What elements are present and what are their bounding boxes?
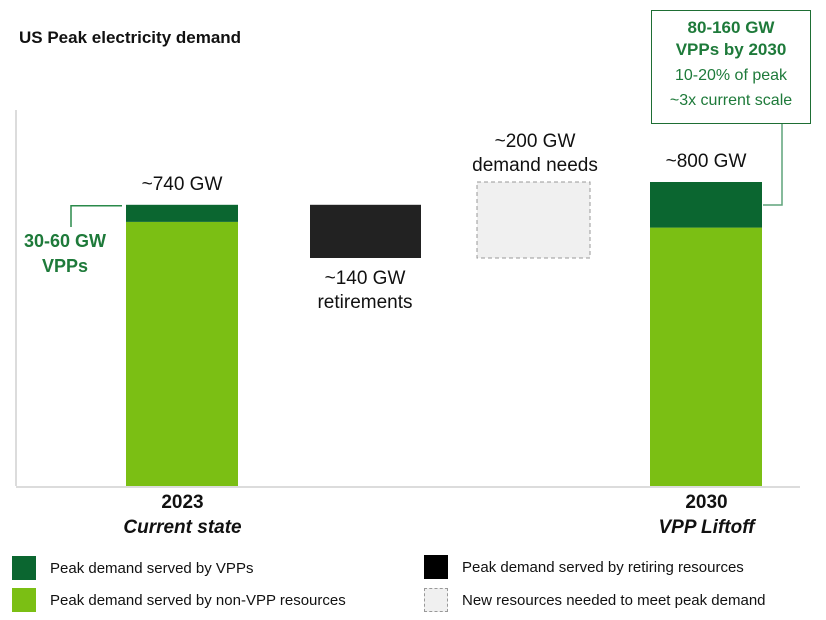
bar-new-needs <box>476 181 591 259</box>
new-needs-label-line-1: ~200 GW <box>494 131 576 152</box>
callout-bold-line-1: 80-160 GW <box>687 18 775 37</box>
new-needs-label: ~200 GW demand needs <box>450 130 620 178</box>
bar-2023-non-vpp <box>126 221 238 486</box>
x-category-2030: 2030 VPP Liftoff <box>624 490 789 540</box>
legend-label-non-vpp: Peak demand served by non-VPP resources <box>50 591 346 609</box>
legend-swatch-vpp <box>12 556 36 580</box>
bar-2023-vpp <box>126 204 238 222</box>
vpp-2023-connector <box>70 205 122 227</box>
callout-connector <box>763 124 783 206</box>
x-category-2023: 2023 Current state <box>100 490 265 540</box>
callout-bold-line-2: VPPs by 2030 <box>675 40 787 59</box>
new-needs-label-line-2: demand needs <box>472 155 598 176</box>
callout-line-1: 10-20% of peak <box>674 67 788 84</box>
vpp-2030-callout: 80-160 GW VPPs by 2030 10-20% of peak ~3… <box>651 10 811 124</box>
legend-swatch-retiring <box>424 555 448 579</box>
legend-label-vpp: Peak demand served by VPPs <box>50 559 254 577</box>
legend-swatch-new <box>424 588 448 612</box>
legend-label-new: New resources needed to meet peak demand <box>462 591 766 609</box>
x-sublabel-2023: Current state <box>123 517 242 538</box>
vpp-2023-annotation-line-2: VPPs <box>41 256 89 276</box>
bar-retirements <box>310 204 421 258</box>
legend-item-vpp: Peak demand served by VPPs <box>12 556 253 580</box>
total-label-2030: ~800 GW <box>665 151 747 172</box>
retirements-label: ~140 GW retirements <box>300 267 430 315</box>
legend-item-new: New resources needed to meet peak demand <box>424 588 766 612</box>
x-tick-label-2030: 2030 <box>685 492 728 513</box>
legend-label-retiring: Peak demand served by retiring resources <box>462 558 744 576</box>
legend-swatch-non-vpp <box>12 588 36 612</box>
x-tick-label-2023: 2023 <box>161 492 204 513</box>
vpp-2023-annotation-line-1: 30-60 GW <box>23 231 107 251</box>
chart-title: US Peak electricity demand <box>19 28 242 47</box>
total-label-2023: ~740 GW <box>141 174 223 195</box>
legend-item-non-vpp: Peak demand served by non-VPP resources <box>12 588 346 612</box>
x-sublabel-2030: VPP Liftoff <box>658 517 755 538</box>
vpp-2023-annotation: 30-60 GW VPPs <box>10 229 120 279</box>
retirements-label-line-2: retirements <box>317 292 413 313</box>
retirements-label-line-1: ~140 GW <box>324 268 406 289</box>
callout-line-2: ~3x current scale <box>669 92 793 109</box>
bar-2030-non-vpp <box>650 227 762 486</box>
legend-item-retiring: Peak demand served by retiring resources <box>424 555 744 579</box>
bar-2030-vpp <box>650 182 762 228</box>
